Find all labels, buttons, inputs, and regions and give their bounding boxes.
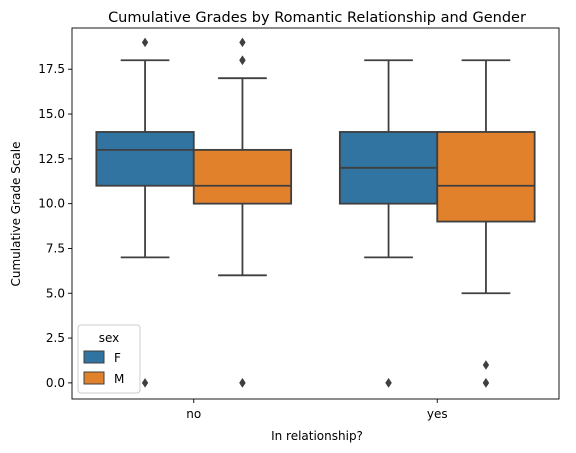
legend-swatch-M: [83, 371, 105, 385]
y-axis-label: Cumulative Grade Scale: [9, 142, 23, 287]
y-tick-label: 12.5: [38, 152, 65, 166]
outlier-point: [239, 37, 246, 48]
legend-swatch-F: [83, 350, 105, 364]
chart-title: Cumulative Grades by Romantic Relationsh…: [108, 10, 526, 26]
outlier-point: [239, 55, 246, 66]
outlier-point: [141, 378, 149, 388]
box-body: [436, 131, 536, 223]
legend-label-F: F: [114, 351, 121, 365]
plot-area: [71, 27, 560, 400]
legend: sex FM: [77, 324, 141, 394]
box-body: [192, 148, 293, 205]
box-F-no: [95, 37, 195, 388]
x-axis: no yes: [186, 399, 448, 421]
outlier-point: [385, 378, 392, 388]
y-axis: 0.0 2.5 5.0 7.5 10.0 12.5 15.0 17.5: [38, 62, 72, 390]
y-tick-label: 15.0: [38, 107, 65, 121]
box-M-no: [192, 37, 293, 388]
y-tick-label: 5.0: [46, 286, 65, 300]
x-tick-label: yes: [427, 407, 448, 421]
x-tick-label: no: [186, 407, 201, 421]
y-tick-label: 0.0: [46, 376, 65, 390]
outlier-point: [482, 378, 490, 388]
y-tick-label: 10.0: [38, 197, 65, 211]
outlier-point: [482, 360, 490, 370]
x-axis-label: In relationship?: [271, 429, 363, 443]
y-tick-label: 7.5: [46, 241, 65, 255]
box-F-yes: [338, 59, 439, 388]
y-tick-label: 17.5: [38, 62, 65, 76]
legend-title: sex: [99, 331, 120, 345]
legend-label-M: M: [114, 372, 124, 386]
y-tick-label: 2.5: [46, 331, 65, 345]
outlier-point: [239, 378, 246, 388]
box-body: [95, 131, 195, 187]
outlier-point: [141, 37, 149, 48]
boxes-layer: [95, 37, 536, 388]
box-M-yes: [436, 59, 536, 388]
